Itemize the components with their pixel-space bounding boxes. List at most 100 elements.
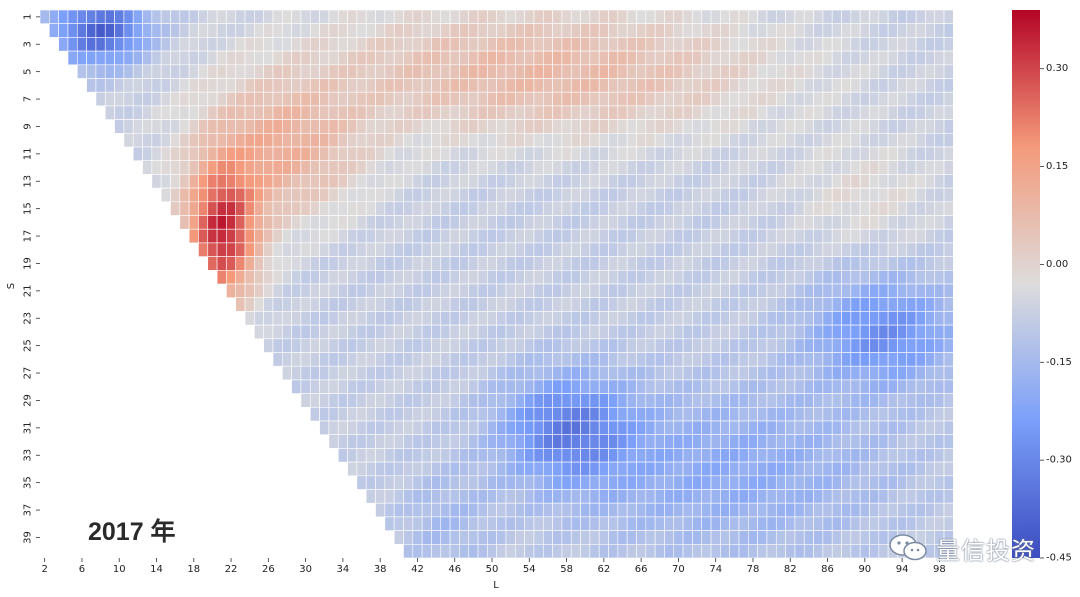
heatmap-cell: [766, 530, 777, 545]
heatmap-cell: [766, 78, 777, 93]
heatmap-cell: [533, 119, 544, 134]
heatmap-cell: [654, 530, 665, 545]
heatmap-cell: [748, 133, 758, 148]
heatmap-cell: [580, 146, 591, 161]
heatmap-cell: [524, 420, 535, 435]
heatmap-cell: [160, 187, 171, 203]
heatmap-cell: [850, 228, 861, 244]
heatmap-cell: [421, 516, 432, 531]
heatmap-cell: [188, 37, 199, 52]
heatmap-cell: [412, 187, 423, 203]
heatmap-cell: [580, 543, 591, 559]
heatmap-cell: [934, 50, 945, 66]
heatmap-cell: [775, 489, 786, 504]
heatmap-cell: [328, 365, 339, 381]
heatmap-cell: [692, 352, 703, 367]
heatmap-cell: [785, 64, 796, 79]
heatmap-cell: [421, 461, 432, 477]
heatmap-cell: [654, 297, 665, 312]
heatmap-cell: [533, 393, 544, 408]
heatmap-cell: [813, 201, 824, 216]
y-tick-label: 19: [23, 257, 34, 270]
heatmap-cell: [701, 133, 712, 148]
heatmap-cell: [384, 133, 395, 148]
heatmap-cell: [673, 338, 684, 353]
heatmap-cell: [570, 543, 581, 559]
heatmap-cell: [375, 228, 386, 244]
heatmap-cell: [775, 201, 786, 216]
heatmap-cell: [198, 91, 209, 107]
heatmap-cell: [384, 187, 395, 203]
heatmap-cell: [300, 64, 311, 79]
heatmap-cell: [645, 91, 656, 107]
heatmap-cell: [934, 187, 945, 203]
heatmap-cell: [934, 23, 945, 38]
heatmap-cell: [850, 91, 861, 107]
heatmap-cell: [477, 9, 488, 24]
heatmap-cell: [142, 146, 153, 161]
heatmap-cell: [710, 461, 721, 477]
heatmap-cell: [617, 475, 628, 490]
heatmap-cell: [636, 543, 647, 559]
heatmap-cell: [850, 105, 861, 120]
heatmap-cell: [337, 311, 348, 326]
heatmap-cell: [906, 64, 917, 79]
heatmap-cell: [272, 242, 283, 257]
heatmap-cell: [403, 516, 414, 531]
heatmap-cell: [282, 352, 292, 367]
heatmap-cell: [682, 187, 693, 203]
heatmap-cell: [701, 434, 712, 449]
heatmap-cell: [440, 516, 451, 531]
heatmap-cell: [710, 228, 721, 244]
heatmap-cell: [664, 475, 675, 490]
heatmap-cell: [282, 160, 292, 175]
heatmap-cell: [151, 133, 162, 148]
heatmap-cell: [720, 37, 730, 52]
heatmap-cell: [449, 37, 460, 52]
heatmap-cell: [617, 37, 628, 52]
heatmap-cell: [505, 78, 516, 93]
heatmap-cell: [375, 23, 386, 38]
heatmap-cell: [813, 448, 824, 463]
heatmap-cell: [477, 201, 488, 216]
heatmap-cell: [319, 105, 330, 120]
heatmap-cell: [542, 146, 553, 161]
heatmap-cell: [831, 215, 842, 230]
heatmap-cell: [720, 338, 730, 353]
heatmap-cell: [757, 379, 768, 394]
heatmap-cell: [132, 64, 143, 79]
heatmap-cell: [440, 502, 451, 518]
heatmap-cell: [934, 406, 945, 422]
heatmap-cell: [738, 461, 749, 477]
heatmap-cell: [664, 324, 675, 340]
heatmap-cell: [291, 283, 302, 298]
heatmap-cell: [869, 393, 880, 408]
heatmap-cell: [822, 228, 833, 244]
heatmap-cell: [384, 174, 395, 189]
heatmap-cell: [496, 174, 507, 189]
heatmap-cell: [654, 461, 665, 477]
heatmap-cell: [347, 91, 358, 107]
heatmap-cell: [598, 105, 609, 120]
heatmap-cell: [365, 242, 376, 257]
heatmap-cell: [477, 228, 488, 244]
heatmap-cell: [375, 338, 386, 353]
heatmap-cell: [943, 324, 954, 340]
heatmap-cell: [626, 338, 637, 353]
heatmap-cell: [309, 146, 320, 161]
heatmap-cell: [487, 201, 497, 216]
heatmap-cell: [337, 228, 348, 244]
heatmap-cell: [785, 119, 796, 134]
heatmap-cell: [626, 269, 637, 285]
heatmap-cell: [869, 91, 880, 107]
heatmap-cell: [878, 160, 889, 175]
heatmap-cell: [487, 502, 497, 518]
heatmap-cell: [692, 91, 703, 107]
heatmap-cell: [682, 283, 693, 298]
heatmap-cell: [412, 406, 423, 422]
heatmap-cell: [412, 174, 423, 189]
heatmap-cell: [897, 119, 908, 134]
heatmap-cell: [925, 228, 936, 244]
heatmap-cell: [570, 174, 581, 189]
heatmap-cell: [403, 215, 414, 230]
